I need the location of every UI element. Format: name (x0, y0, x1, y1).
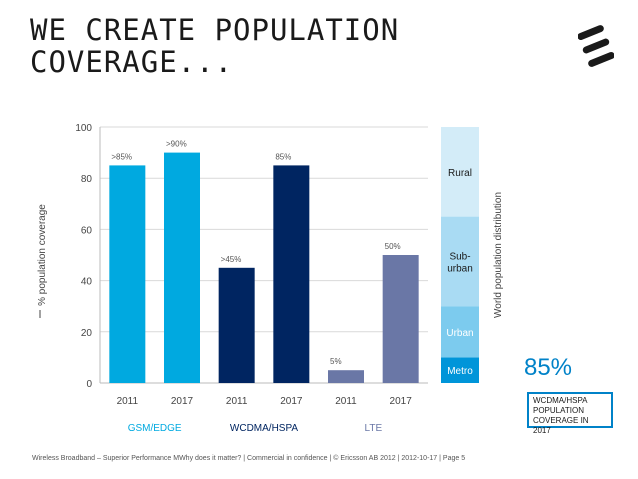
distribution-segment (441, 357, 479, 383)
x-tick-label: 2011 (335, 396, 357, 407)
distribution-segment-label: Metro (447, 366, 473, 377)
y-tick-label: 100 (75, 123, 92, 134)
y-tick-label: 40 (81, 277, 93, 288)
footer-item: 2012-10-17 (399, 455, 440, 462)
bar-value-label: >85% (111, 152, 132, 161)
bar (382, 255, 419, 383)
title-line-2: COVERAGE... (30, 45, 234, 79)
bar-value-label: >90% (166, 140, 187, 149)
badge-line-1: WCDMA/HSPA (533, 396, 588, 405)
footer-item: Commercial in confidence (245, 455, 330, 462)
x-tick-label: 2011 (117, 396, 139, 407)
ericsson-logo-icon (578, 25, 614, 67)
x-tick-label: 2011 (226, 396, 248, 407)
bar-value-label: 5% (330, 357, 342, 366)
distribution-segment (441, 216, 479, 307)
badge-box: WCDMA/HSPA POPULATION COVERAGE IN 2017 (527, 392, 613, 435)
badge-line-3: COVERAGE IN 2017 (533, 416, 589, 435)
bar (164, 152, 200, 383)
bar-value-label: >45% (221, 255, 242, 264)
x-tick-label: 2017 (171, 396, 194, 407)
bar (273, 165, 310, 383)
distribution-segment-label: Urban (446, 328, 473, 339)
footer-item: © Ericsson AB 2012 (331, 455, 398, 462)
page-title: WE CREATE POPULATION COVERAGE... (30, 14, 399, 78)
distribution-segment (441, 127, 479, 217)
footer-item: Page 5 (440, 455, 466, 462)
x-tick-label: 2017 (390, 396, 413, 407)
y-tick-label: 0 (86, 379, 92, 390)
distribution-segment-label: Rural (448, 168, 472, 179)
badge-line-2: POPULATION (533, 406, 584, 415)
y-tick-label: 80 (81, 174, 93, 185)
group-label: LTE (365, 423, 383, 434)
bar (218, 267, 255, 383)
bar-value-label: 50% (385, 242, 401, 251)
y-tick-label: 60 (81, 225, 93, 236)
badge-value: 85% (523, 354, 573, 381)
distribution-segment (441, 306, 479, 358)
group-label: WCDMA/HSPA (230, 423, 298, 434)
distribution-segment-label: urban (447, 263, 473, 274)
distribution-axis-label: World population distribution (493, 192, 504, 318)
distribution-segment-label: Sub- (449, 251, 470, 262)
footer: Wireless Broadband – Superior Performanc… (32, 455, 466, 462)
y-axis-label: % population coverage (37, 204, 48, 306)
bar (109, 165, 146, 383)
x-tick-label: 2017 (280, 396, 303, 407)
bar (328, 370, 364, 383)
title-line-1: WE CREATE POPULATION (30, 13, 400, 47)
y-tick-label: 20 (81, 328, 93, 339)
bar-value-label: 85% (275, 152, 291, 161)
footer-item: Wireless Broadband – Superior Performanc… (32, 455, 244, 462)
group-label: GSM/EDGE (128, 423, 182, 434)
